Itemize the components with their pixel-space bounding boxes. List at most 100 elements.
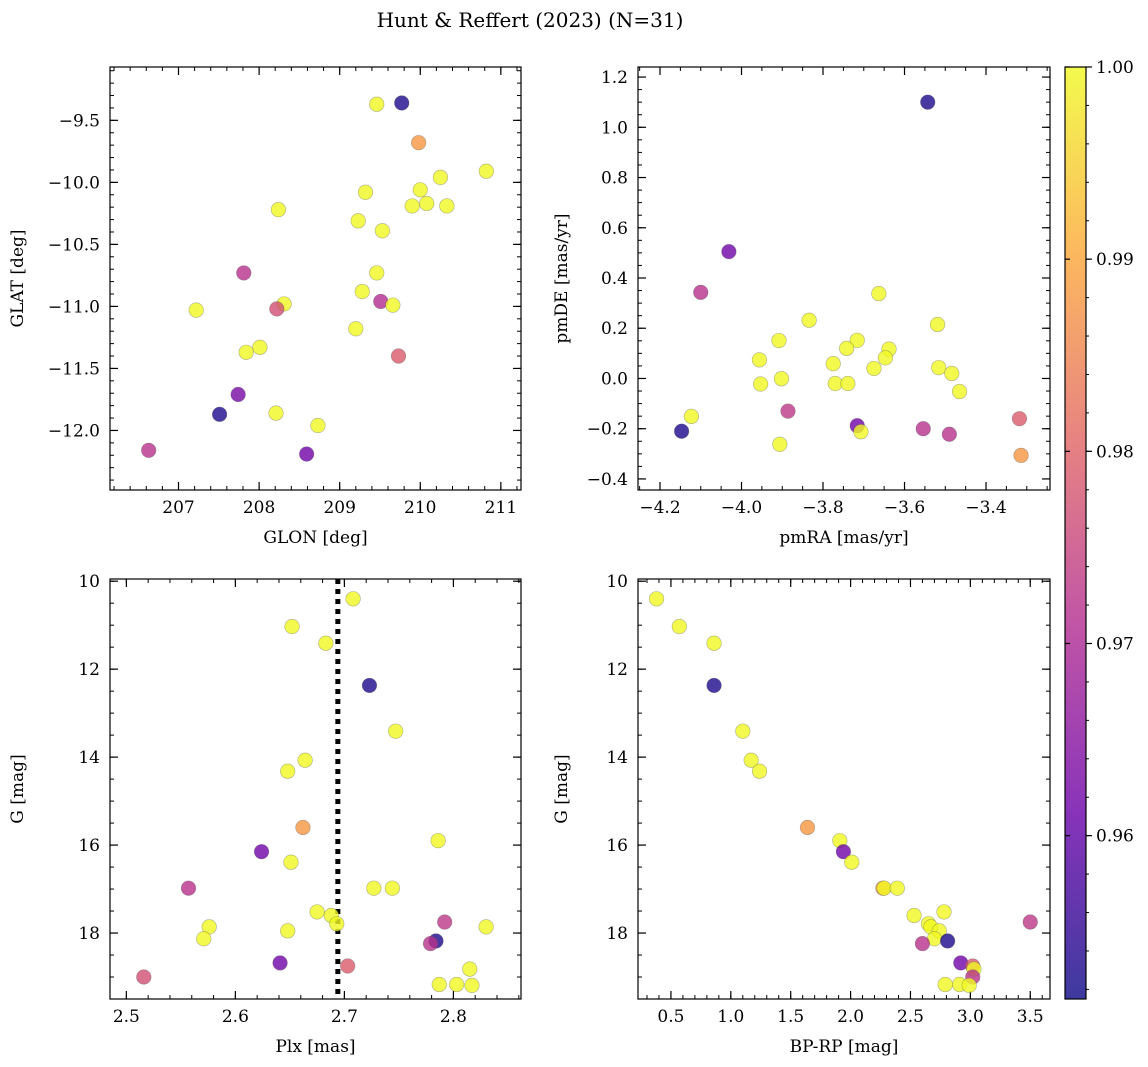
scatter-point bbox=[683, 408, 699, 425]
x-tick-label: 0.5 bbox=[657, 1007, 684, 1027]
axes-frame bbox=[637, 66, 1051, 491]
scatter-point bbox=[432, 169, 449, 186]
scatter-point bbox=[951, 383, 968, 400]
x-tick-label: 210 bbox=[404, 498, 436, 518]
colorbar-tick-label: 0.98 bbox=[1096, 442, 1134, 462]
scatter-point bbox=[906, 907, 922, 924]
y-tick-label: −11.0 bbox=[48, 297, 100, 317]
scatter-point bbox=[751, 352, 768, 368]
x-tick-label: −4.0 bbox=[721, 498, 762, 518]
scatter-point bbox=[915, 421, 931, 437]
x-tick-label: 209 bbox=[323, 498, 355, 518]
scatter-point bbox=[478, 163, 494, 179]
x-tick-label: 2.5 bbox=[897, 1007, 924, 1027]
scatter-point bbox=[801, 312, 817, 328]
panel-plx-g: 2.5 2.6 2.7 2.8 10 12 14 16 18 Plx [mas] G [mag] bbox=[8, 572, 522, 1057]
scatter-point bbox=[252, 339, 268, 355]
x-tick-label: 2.8 bbox=[440, 1007, 467, 1027]
scatter-point bbox=[269, 301, 285, 317]
y-axis-label: GLAT [deg] bbox=[8, 229, 28, 327]
x-tick-label: 1.0 bbox=[717, 1007, 744, 1027]
scatter-point bbox=[914, 935, 931, 952]
x-tick-label: 3.0 bbox=[957, 1007, 984, 1027]
scatter-point bbox=[390, 348, 407, 364]
scatter-point bbox=[212, 406, 228, 422]
x-tick-label: 208 bbox=[243, 498, 275, 518]
scatter-point bbox=[283, 854, 299, 870]
scatter-point bbox=[295, 819, 311, 836]
scatter-point bbox=[939, 933, 956, 949]
scatter-point bbox=[437, 914, 453, 930]
scatter-point bbox=[404, 198, 420, 214]
y-tick-label: 14 bbox=[606, 748, 628, 768]
scatter-point bbox=[388, 723, 404, 739]
x-tick-label: 2.6 bbox=[222, 1007, 249, 1027]
y-tick-label: −0.2 bbox=[587, 420, 628, 440]
scatter-point bbox=[430, 833, 446, 849]
scatter-points bbox=[674, 94, 1029, 463]
scatter-point bbox=[876, 880, 892, 896]
y-tick-label: 0.4 bbox=[601, 269, 628, 289]
scatter-point bbox=[374, 223, 390, 239]
scatter-point bbox=[743, 752, 759, 768]
y-tick-label: 16 bbox=[78, 836, 100, 856]
x-axis-label: Plx [mas] bbox=[275, 1037, 355, 1057]
scatter-point bbox=[422, 935, 439, 952]
minor-ticks bbox=[110, 579, 521, 1000]
scatter-point bbox=[136, 969, 152, 985]
scatter-point bbox=[411, 135, 427, 151]
y-tick-label: −10.0 bbox=[48, 173, 100, 193]
y-axis-label: pmDE [mas/yr] bbox=[552, 213, 572, 343]
scatter-point bbox=[693, 284, 709, 300]
scatter-point bbox=[280, 923, 296, 939]
scatter-point bbox=[920, 94, 936, 110]
scatter-point bbox=[944, 365, 960, 382]
y-tick-label: 0.8 bbox=[601, 169, 628, 189]
scatter-point bbox=[648, 591, 665, 607]
scatter-point bbox=[238, 344, 254, 360]
scatter-point bbox=[419, 195, 435, 212]
y-tick-label: −12.0 bbox=[48, 421, 100, 441]
scatter-point bbox=[309, 904, 325, 920]
colorbar-tick-label: 0.99 bbox=[1096, 250, 1134, 270]
colorbar-tick-label: 1.00 bbox=[1096, 58, 1134, 78]
scatter-point bbox=[853, 424, 869, 440]
y-tick-label: −9.5 bbox=[59, 111, 100, 131]
scatter-point bbox=[464, 977, 480, 993]
x-axis-label: BP-RP [mag] bbox=[790, 1037, 899, 1057]
y-tick-label: 14 bbox=[78, 748, 100, 768]
scatter-point bbox=[297, 752, 313, 768]
scatter-point bbox=[771, 332, 787, 349]
scatter-point bbox=[839, 340, 855, 356]
scatter-point bbox=[272, 955, 288, 971]
scatter-point bbox=[329, 916, 345, 932]
scatter-point bbox=[478, 919, 494, 935]
scatter-point bbox=[431, 976, 447, 993]
scatter-point bbox=[889, 880, 905, 896]
x-tick-label: 2.5 bbox=[113, 1007, 140, 1027]
scatter-points bbox=[648, 591, 1038, 993]
scatter-point bbox=[835, 844, 852, 860]
colorbar-gradient bbox=[1065, 67, 1086, 999]
x-axis-label: GLON [deg] bbox=[263, 528, 367, 548]
scatter-point bbox=[280, 763, 296, 779]
y-tick-label: 18 bbox=[606, 924, 628, 944]
y-tick-label: −0.4 bbox=[587, 470, 628, 490]
figure-title: Hunt & Reffert (2023) (N=31) bbox=[377, 8, 684, 32]
x-tick-label: 2.0 bbox=[837, 1007, 864, 1027]
axes-frame bbox=[637, 578, 1051, 1000]
scatter-point bbox=[230, 386, 246, 403]
scatter-point bbox=[357, 184, 374, 200]
scatter-point bbox=[753, 376, 769, 392]
y-axis-label: G [mag] bbox=[552, 754, 572, 823]
scatter-point bbox=[936, 904, 952, 920]
scatter-point bbox=[385, 297, 401, 313]
scatter-point bbox=[384, 880, 400, 896]
y-tick-label: 1.2 bbox=[601, 68, 628, 88]
scatter-point bbox=[706, 677, 722, 694]
scatter-point bbox=[345, 591, 361, 607]
scatter-point bbox=[439, 198, 455, 214]
y-axis-label: G [mag] bbox=[8, 754, 28, 823]
panel-bprp-g: 0.5 1.0 1.5 2.0 2.5 3.0 3.5 10 12 14 16 18 BP-RP [ma… bbox=[552, 572, 1051, 1057]
panel-glon-glat: 207 208 209 210 211 −9.5 −10.0 −10.5 −11.0 −11.5 −… bbox=[8, 66, 522, 548]
